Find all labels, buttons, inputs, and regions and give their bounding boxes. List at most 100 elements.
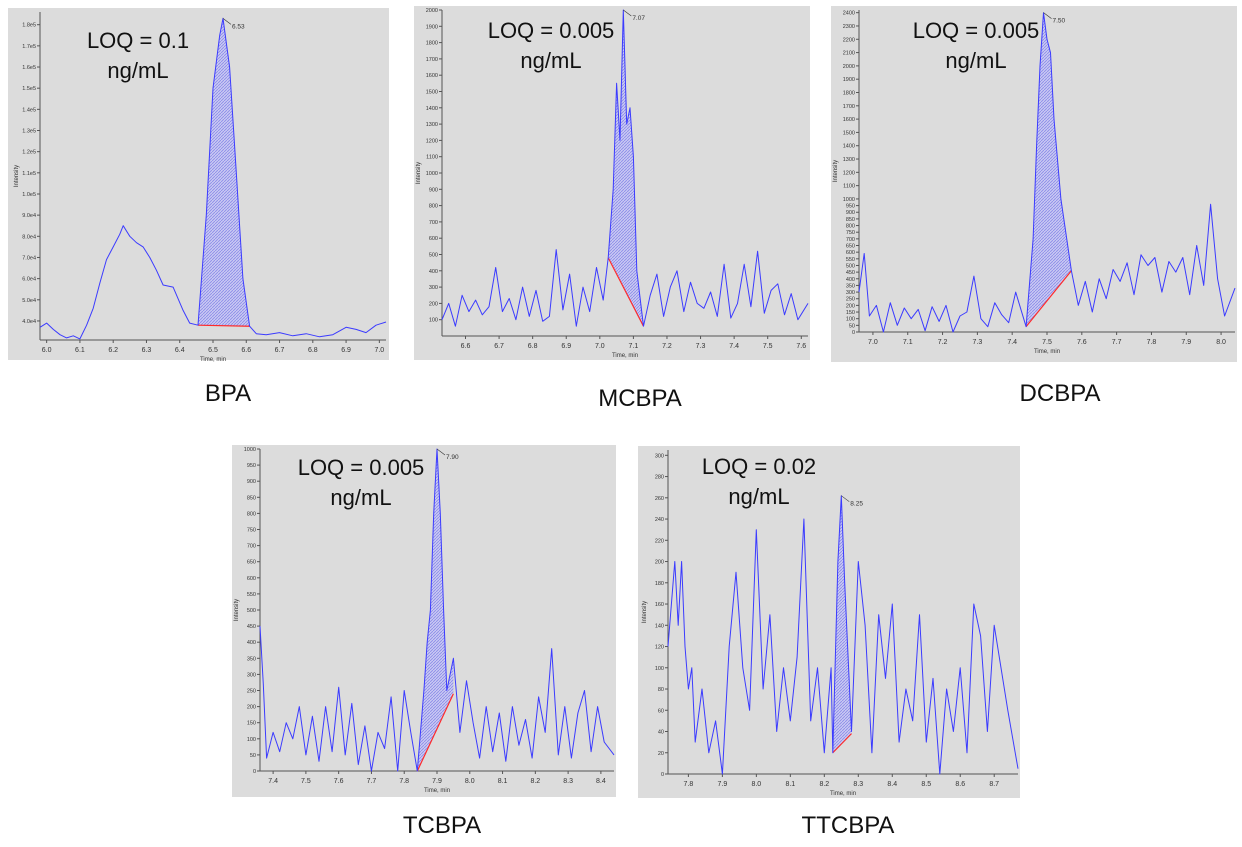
x-tick-label: 6.8: [308, 347, 318, 354]
y-tick-label: 600: [247, 576, 256, 582]
chromatogram-trace: [441, 9, 809, 327]
y-tick-label: 500: [429, 253, 438, 259]
x-tick-label: 7.6: [334, 778, 344, 785]
chromatogram-mcbpa: 100 200 300 400 500 600 700 800 900 1000 1100 1200 1…: [414, 6, 810, 360]
peak-baseline: [198, 324, 250, 327]
x-tick-label: 8.2: [819, 781, 829, 788]
y-tick-label: 950: [846, 204, 855, 210]
chromatogram-trace: [39, 17, 387, 340]
y-tick-label: 1300: [843, 157, 855, 163]
x-tick-label: 7.2: [938, 339, 948, 346]
y-tick-label: 100: [247, 737, 256, 743]
x-tick-label: 8.0: [1216, 339, 1226, 346]
y-tick-label: 1800: [843, 90, 855, 96]
y-tick-label: 80: [658, 687, 664, 693]
loq-unit: ng/mL: [107, 58, 169, 83]
x-tick-label: 7.4: [729, 343, 739, 350]
y-tick-label: 250: [247, 689, 256, 695]
x-axis-title: Time, min: [200, 357, 226, 363]
y-tick-label: 1400: [843, 144, 855, 150]
compound-label-dcbpa: DCBPA: [1019, 380, 1101, 407]
y-tick-label: 800: [429, 204, 438, 210]
compound-label-mcbpa: MCBPA: [598, 385, 682, 412]
y-tick-label: 1700: [426, 57, 438, 63]
loq-value: LOQ = 0.005: [487, 18, 615, 43]
y-tick-label: 750: [846, 230, 855, 236]
loq-label: LOQ = 0.005 ng/mL: [276, 453, 446, 513]
peak-label: 6.53: [232, 23, 245, 30]
y-tick-label: 950: [247, 463, 256, 469]
y-tick-label: 300: [655, 453, 664, 459]
plot-background: [414, 6, 810, 360]
chromatogram-bpa-plot: 4.0e4 5.0e4 6.0e4 7.0e4 8.0e4 9.0e4 1.0e5 1.1e5…: [8, 8, 389, 363]
chromatogram-ttcbpa-plot: 0 20 40 60 80 100 120 140 160 180 200 220 240 260 280 3…: [638, 446, 1020, 798]
y-tick-label: 900: [846, 210, 855, 216]
peak-label-leader: [222, 18, 232, 25]
y-tick-label: 200: [247, 705, 256, 711]
y-tick-label: 650: [846, 244, 855, 250]
y-tick-label: 350: [846, 283, 855, 289]
x-tick-label: 6.7: [494, 343, 504, 350]
x-tick-label: 7.5: [1042, 339, 1052, 346]
y-tick-label: 850: [846, 217, 855, 223]
y-tick-label: 1600: [426, 73, 438, 79]
y-tick-label: 650: [247, 560, 256, 566]
y-tick-label: 800: [846, 224, 855, 230]
x-tick-label: 8.5: [921, 781, 931, 788]
y-tick-label: 100: [429, 318, 438, 324]
y-tick-label: 1.5e5: [22, 86, 36, 92]
x-tick-label: 7.1: [629, 343, 639, 350]
peak-area: [198, 18, 250, 327]
y-tick-label: 1700: [843, 104, 855, 110]
y-axis-title: Intensity: [14, 165, 20, 187]
peak-label: 7.07: [632, 15, 645, 22]
y-tick-label: 50: [250, 753, 256, 759]
y-tick-label: 1900: [426, 24, 438, 30]
y-tick-label: 300: [247, 672, 256, 678]
x-tick-label: 6.2: [108, 347, 118, 354]
x-tick-label: 8.0: [751, 781, 761, 788]
peak-area: [1026, 12, 1072, 327]
x-tick-label: 7.6: [796, 343, 806, 350]
y-tick-label: 400: [846, 277, 855, 283]
peak-label-leader: [841, 495, 850, 502]
peak-baseline: [1025, 270, 1072, 328]
x-tick-label: 8.3: [563, 778, 573, 785]
y-tick-label: 1600: [843, 117, 855, 123]
x-tick-label: 6.0: [42, 347, 52, 354]
x-tick-label: 7.8: [684, 781, 694, 788]
x-tick-label: 8.0: [465, 778, 475, 785]
y-tick-label: 400: [429, 269, 438, 275]
loq-unit: ng/mL: [728, 484, 790, 509]
y-tick-label: 2100: [843, 51, 855, 57]
x-tick-label: 8.4: [887, 781, 897, 788]
x-tick-label: 7.7: [367, 778, 377, 785]
y-tick-label: 1500: [843, 130, 855, 136]
y-tick-label: 8.0e4: [22, 234, 36, 240]
chromatogram-trace: [259, 448, 615, 772]
y-tick-label: 500: [247, 608, 256, 614]
x-axis-title: Time, min: [612, 353, 638, 359]
chromatogram-tcbpa-plot: 0 50 100 150 200 250 300 350 400 450 500 550 600 650 7…: [232, 445, 616, 797]
peak-label-leader: [623, 9, 632, 17]
y-tick-label: 450: [247, 624, 256, 630]
loq-unit: ng/mL: [945, 48, 1007, 73]
peak-label: 8.25: [850, 501, 863, 508]
loq-label: LOQ = 0.005 ng/mL: [466, 16, 636, 76]
y-tick-label: 700: [247, 544, 256, 550]
chromatogram-dcbpa: 0 50 100 150 200 250 300 350 400 450 500 550 600 650 7…: [831, 6, 1237, 362]
x-tick-label: 7.4: [1007, 339, 1017, 346]
y-axis-title: Intensity: [833, 160, 839, 182]
x-tick-label: 7.8: [399, 778, 409, 785]
y-tick-label: 2000: [426, 8, 438, 14]
y-tick-label: 240: [655, 517, 664, 523]
x-tick-label: 6.9: [561, 343, 571, 350]
x-tick-label: 6.6: [241, 347, 251, 354]
y-tick-label: 200: [846, 303, 855, 309]
y-tick-label: 250: [846, 297, 855, 303]
y-tick-label: 7.0e4: [22, 255, 36, 261]
y-tick-label: 160: [655, 602, 664, 608]
chromatogram-ttcbpa: 0 20 40 60 80 100 120 140 160 180 200 220 240 260 280 3…: [638, 446, 1020, 798]
y-tick-label: 0: [253, 769, 256, 775]
y-tick-label: 800: [247, 511, 256, 517]
